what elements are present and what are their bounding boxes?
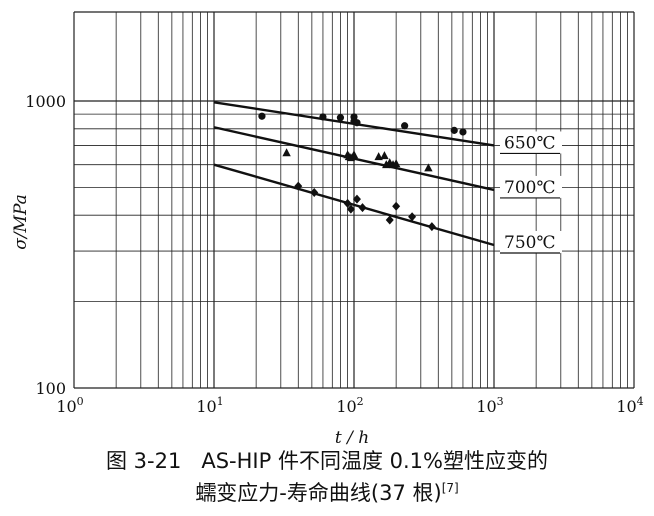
- figure-caption-line1: 图 3-21 AS-HIP 件不同温度 0.1%塑性应变的: [106, 449, 548, 473]
- y-tick-label: 100: [35, 379, 66, 398]
- point-diamond: [346, 204, 355, 214]
- point-triangle: [391, 159, 401, 168]
- point-diamond: [392, 201, 401, 211]
- point-triangle: [380, 151, 389, 160]
- series-labels: 650℃ 700℃ 750℃: [500, 131, 562, 254]
- series-label: 650℃: [504, 133, 555, 153]
- y-tick-label: 1000: [25, 92, 66, 111]
- fit-line-2: [213, 163, 495, 247]
- point-diamond: [352, 194, 361, 204]
- point-circle: [459, 128, 467, 136]
- x-tick-label: 103: [476, 395, 503, 416]
- creep-chart: 650℃ 700℃ 750℃ 100 101 102 103 104 1000 100 σ/MP…: [11, 11, 644, 446]
- tick-labels: 100 101 102 103 104 1000 100: [25, 92, 643, 416]
- point-triangle: [382, 160, 391, 169]
- grid: [73, 11, 635, 389]
- x-axis-label: t / h: [335, 428, 369, 446]
- point-triangle: [282, 148, 291, 157]
- series-label: 700℃: [504, 178, 555, 198]
- point-circle: [258, 112, 266, 120]
- x-tick-label: 100: [56, 395, 83, 416]
- series-label-bg: [500, 230, 562, 253]
- point-circle: [336, 114, 345, 122]
- fit-line-1: [213, 126, 495, 192]
- series-label-bg: [500, 175, 562, 198]
- point-circle: [401, 122, 409, 130]
- point-triangle: [349, 150, 359, 159]
- reference-marker: [7]: [441, 481, 459, 495]
- y-axis-label: σ/MPa: [11, 194, 31, 250]
- point-diamond: [358, 203, 367, 213]
- point-circle: [353, 119, 361, 127]
- point-triangle: [424, 163, 433, 172]
- point-diamond: [343, 198, 352, 208]
- series-label: 750℃: [504, 233, 555, 253]
- data-points: [258, 112, 467, 232]
- x-tick-label: 101: [196, 395, 223, 416]
- figure-caption-line2-text: 蠕变应力-寿命曲线(37 根): [195, 481, 442, 505]
- point-diamond: [310, 187, 319, 197]
- point-circle: [450, 126, 458, 134]
- point-circle: [319, 113, 327, 121]
- point-diamond: [294, 181, 303, 191]
- point-triangle: [374, 152, 383, 161]
- point-diamond: [385, 215, 394, 225]
- series-label-bg: [500, 131, 562, 154]
- point-diamond: [427, 222, 436, 232]
- x-tick-label: 104: [616, 395, 643, 416]
- point-diamond: [408, 212, 417, 222]
- figure-caption-line2: 蠕变应力-寿命曲线(37 根)[7]: [0, 474, 654, 507]
- x-tick-label: 102: [336, 395, 363, 416]
